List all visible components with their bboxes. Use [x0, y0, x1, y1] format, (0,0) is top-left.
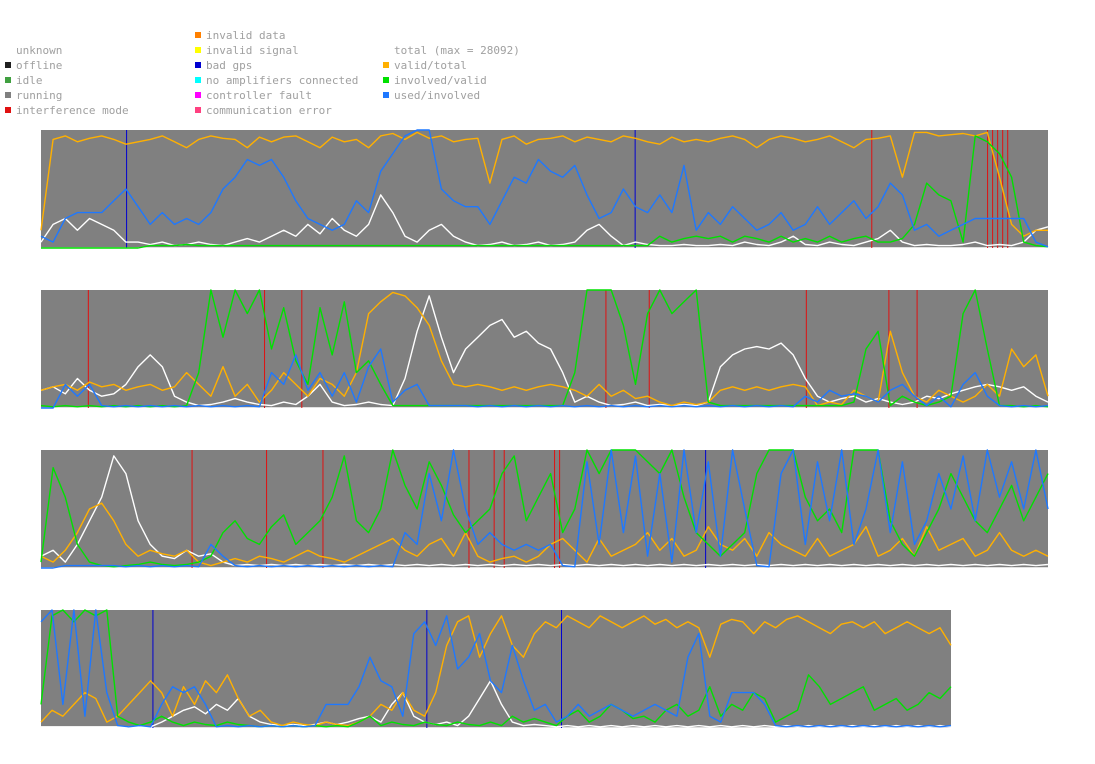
legend-label: invalid signal: [206, 44, 299, 57]
panel-background: [41, 610, 951, 728]
series-used-involved: [40, 129, 1049, 248]
legend-swatch: [383, 62, 389, 68]
series-used-involved: [40, 609, 952, 728]
legend-item-errors-1: invalid signal: [195, 44, 299, 58]
legend-swatch: [5, 62, 11, 68]
legend-swatch: [195, 32, 201, 38]
legend-swatch: [5, 107, 11, 113]
legend-swatch: [5, 77, 11, 83]
series-total: [40, 455, 1049, 567]
legend-label: unknown: [16, 44, 63, 57]
legend-item-ratios-0: total (max = 28092): [383, 44, 520, 58]
series-valid-total: [40, 502, 1049, 567]
series-valid-total: [40, 131, 1048, 237]
legend-item-errors-2: bad gps: [195, 59, 252, 73]
legend-swatch: [383, 77, 389, 83]
legend-swatch: [383, 92, 389, 98]
legend-item-errors-3: no amplifiers connected: [195, 74, 358, 88]
legend-label: offline: [16, 59, 63, 72]
legend-item-status-4: interference mode: [5, 104, 129, 118]
legend-swatch: [5, 48, 11, 54]
legend-item-status-1: offline: [5, 59, 62, 73]
series-total: [41, 680, 952, 728]
legend-swatch: [195, 47, 201, 53]
legend-item-ratios-3: used/involved: [383, 89, 480, 103]
legend-label: used/involved: [394, 89, 481, 102]
legend-label: interference mode: [16, 104, 129, 117]
legend-label: running: [16, 89, 63, 102]
series-total: [40, 194, 1049, 247]
legend-swatch: [195, 77, 201, 83]
chart-panel-1: [40, 129, 1049, 249]
legend-item-errors-4: controller fault: [195, 89, 312, 103]
legend-label: bad gps: [206, 59, 253, 72]
legend-swatch: [383, 48, 389, 54]
legend-item-errors-0: invalid data: [195, 29, 285, 43]
legend-label: no amplifiers connected: [206, 74, 359, 87]
series-used-involved: [41, 348, 1049, 409]
legend-label: idle: [16, 74, 43, 87]
legend-swatch: [195, 62, 201, 68]
legend-swatch: [195, 107, 201, 113]
legend-item-ratios-1: valid/total: [383, 59, 467, 73]
legend-item-ratios-2: involved/valid: [383, 74, 487, 88]
legend-item-status-2: idle: [5, 74, 43, 88]
legend-swatch: [195, 92, 201, 98]
series-valid-total: [40, 615, 952, 727]
legend-label: involved/valid: [394, 74, 487, 87]
legend-item-errors-5: communication error: [195, 104, 332, 118]
legend-swatch: [5, 92, 11, 98]
chart-panel-2: [40, 289, 1049, 409]
legend-label: valid/total: [394, 59, 467, 72]
chart-panel-3: [40, 449, 1049, 569]
legend-label: total (max = 28092): [394, 44, 520, 57]
legend-label: communication error: [206, 104, 332, 117]
series-involved-valid: [41, 135, 1049, 249]
panel-background: [41, 130, 1048, 248]
legend-item-status-3: running: [5, 89, 62, 103]
legend-item-status-0: unknown: [5, 44, 62, 58]
series-valid-total: [40, 291, 1049, 407]
series-involved-valid: [40, 609, 952, 728]
chart-panel-4: [40, 609, 952, 729]
legend: unknown offline idle running interference mo…: [0, 0, 1095, 130]
series-used-involved: [41, 449, 1049, 569]
legend-label: controller fault: [206, 89, 312, 102]
legend-label: invalid data: [206, 29, 286, 42]
